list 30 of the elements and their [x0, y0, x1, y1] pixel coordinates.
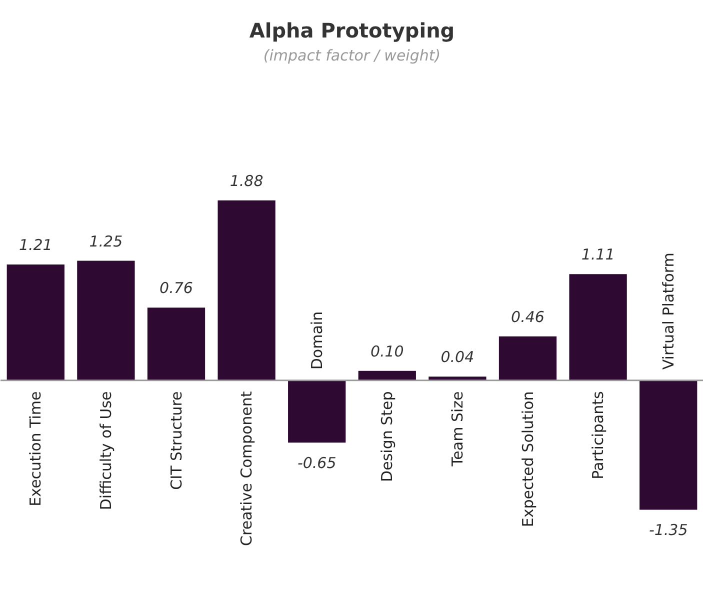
data-label: 0.76 [160, 279, 193, 298]
x-tick-label: Team Size [448, 391, 466, 468]
bar [77, 260, 135, 380]
chart-title: Alpha Prototyping [249, 18, 455, 42]
data-label: 0.04 [440, 348, 474, 366]
x-tick-label: Execution Time [26, 391, 45, 506]
x-tick-label: Virtual Platform [659, 252, 678, 370]
bar [6, 264, 64, 380]
data-label: -1.35 [648, 521, 688, 540]
bar [640, 380, 698, 510]
data-label: 1.11 [581, 246, 615, 264]
bar [147, 308, 206, 380]
bar [498, 336, 557, 380]
data-label: 1.88 [230, 172, 264, 190]
x-tick-label: Domain [308, 311, 326, 370]
bar [569, 274, 627, 380]
x-tick-label: Expected Solution [518, 391, 537, 528]
x-tick-label: Creative Component [238, 391, 256, 546]
data-label: -0.65 [297, 454, 336, 472]
data-label: 0.10 [370, 342, 404, 360]
data-label: 0.46 [511, 308, 544, 326]
chart-subtitle: (impact factor / weight) [263, 46, 441, 64]
bar [288, 380, 346, 443]
x-tick-label: Difficulty of Use [96, 391, 115, 510]
x-tick-label: Participants [589, 391, 608, 480]
x-tick-label: CIT Structure [167, 391, 186, 490]
bar [218, 200, 276, 380]
data-label: 1.25 [89, 232, 123, 250]
data-label: 1.21 [18, 236, 52, 254]
x-tick-label: Design Step [378, 391, 396, 482]
